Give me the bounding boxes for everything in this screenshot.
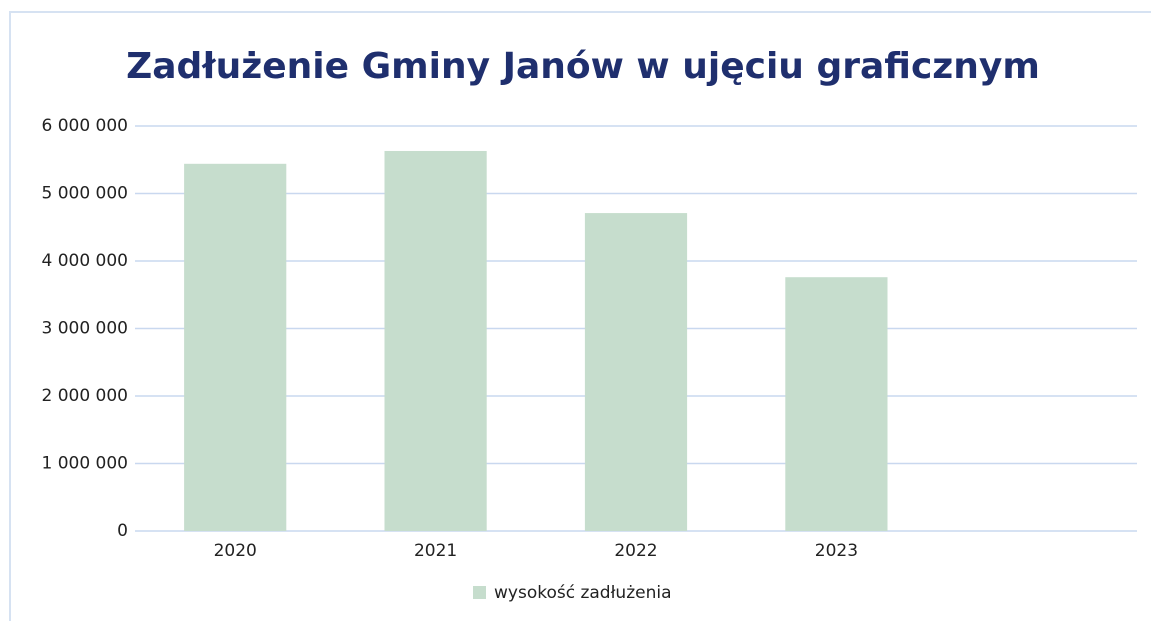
chart-title: Zadłużenie Gminy Janów w ujęciu graficzn… [126,46,1040,87]
legend-label: wysokość zadłużenia [494,583,672,603]
y-tick-label: 2 000 000 [41,386,128,406]
bar [184,163,287,532]
x-tick-label: 2022 [614,541,657,561]
y-tick-label: 4 000 000 [41,251,128,271]
legend-swatch [473,586,486,599]
x-tick-label: 2020 [214,541,257,561]
bar [384,150,487,531]
y-tick-label: 6 000 000 [41,116,128,136]
x-tick-label: 2023 [815,541,858,561]
y-tick-label: 0 [117,521,128,541]
y-tick-label: 5 000 000 [41,184,128,204]
bar [584,213,688,531]
bar [785,277,888,531]
x-tick-label: 2021 [414,541,457,561]
y-tick-label: 3 000 000 [41,319,128,339]
y-tick-label: 1 000 000 [41,454,128,474]
frame [9,11,1151,621]
